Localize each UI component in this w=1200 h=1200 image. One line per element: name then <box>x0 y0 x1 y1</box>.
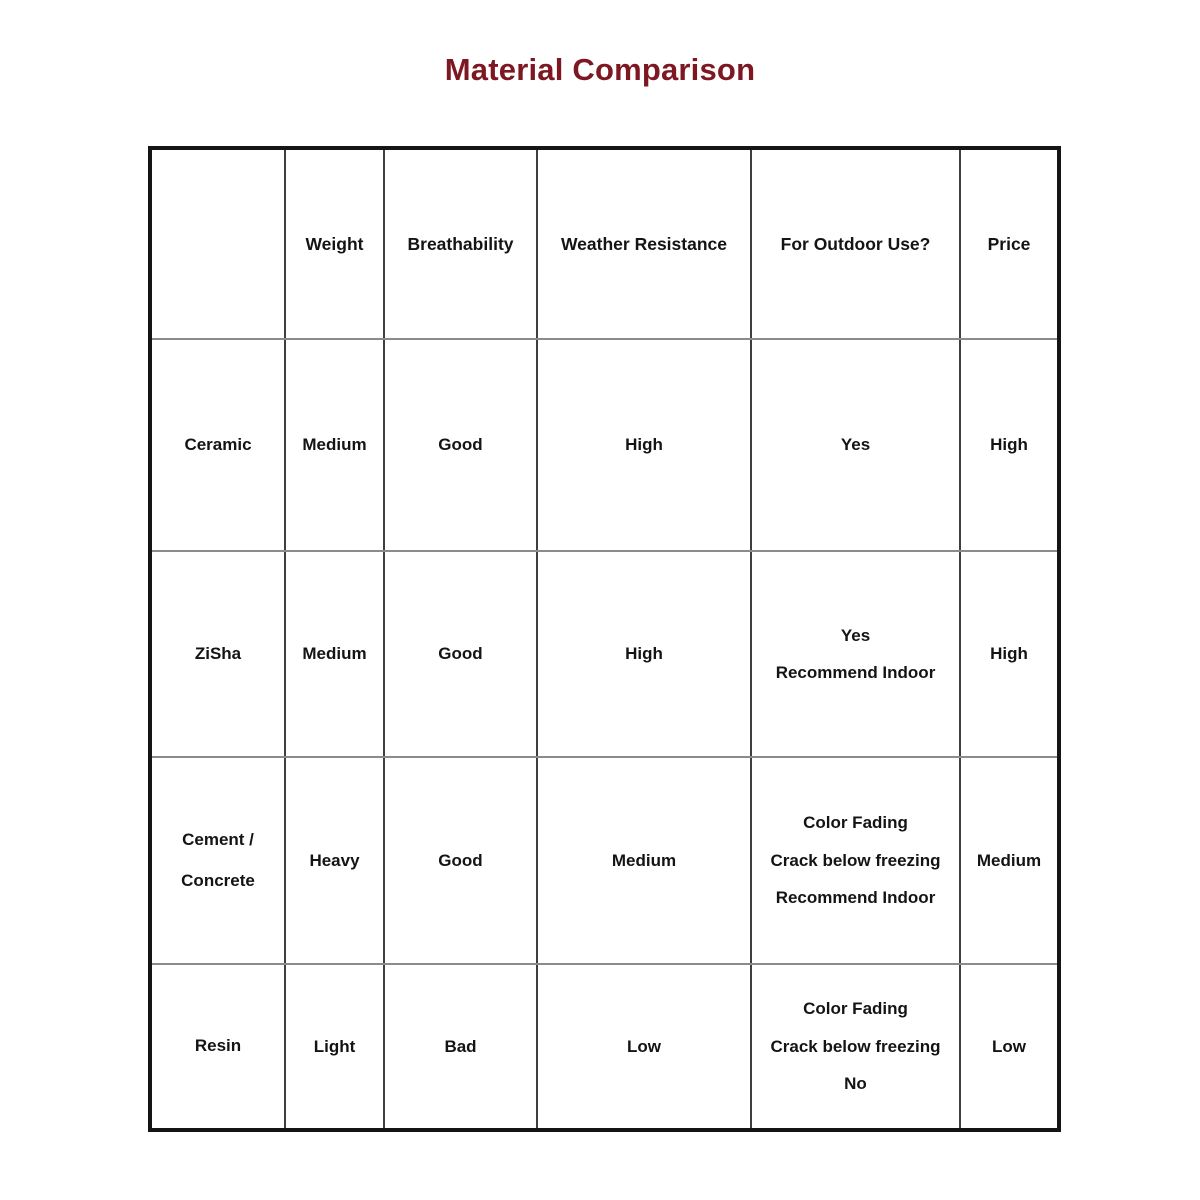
material-comparison-table: Weight Breathability Weather Resistance … <box>148 146 1061 1132</box>
table-cell: Medium <box>959 756 1060 965</box>
row-label-cement-concrete: Cement / Concrete <box>149 756 286 965</box>
table-cell: Medium <box>284 338 385 552</box>
table-cell: High <box>536 550 752 758</box>
column-header-weight: Weight <box>284 147 385 340</box>
table-row-resin: Resin Light Bad Low Color Fading Crack b… <box>149 963 1060 1131</box>
table-cell: Good <box>383 550 538 758</box>
table-cell: Good <box>383 756 538 965</box>
table-cell: Color Fading Crack below freezing Recomm… <box>750 756 961 965</box>
table-cell: Light <box>284 963 385 1131</box>
table-cell: Low <box>959 963 1060 1131</box>
table-cell: Good <box>383 338 538 552</box>
table-header-row: Weight Breathability Weather Resistance … <box>149 147 1060 340</box>
column-header-outdoor-use: For Outdoor Use? <box>750 147 961 340</box>
table-cell: Low <box>536 963 752 1131</box>
table-row-cement-concrete: Cement / Concrete Heavy Good Medium Colo… <box>149 756 1060 965</box>
row-label-zisha: ZiSha <box>149 550 286 758</box>
column-header-breathability: Breathability <box>383 147 538 340</box>
table-cell: High <box>959 338 1060 552</box>
table-cell: Medium <box>284 550 385 758</box>
table-cell: Yes <box>750 338 961 552</box>
table-cell: Medium <box>536 756 752 965</box>
table-cell: Yes Recommend Indoor <box>750 550 961 758</box>
column-header-price: Price <box>959 147 1060 340</box>
table-cell: Heavy <box>284 756 385 965</box>
table-row-ceramic: Ceramic Medium Good High Yes High <box>149 338 1060 552</box>
row-label-ceramic: Ceramic <box>149 338 286 552</box>
row-label-resin: Resin <box>149 963 286 1131</box>
table-row-zisha: ZiSha Medium Good High Yes Recommend Ind… <box>149 550 1060 758</box>
page-title: Material Comparison <box>444 52 756 87</box>
table-cell: Color Fading Crack below freezing No <box>750 963 961 1131</box>
corner-cell <box>149 147 286 340</box>
table-cell: High <box>959 550 1060 758</box>
column-header-weather-resistance: Weather Resistance <box>536 147 752 340</box>
table-cell: Bad <box>383 963 538 1131</box>
table-cell: High <box>536 338 752 552</box>
